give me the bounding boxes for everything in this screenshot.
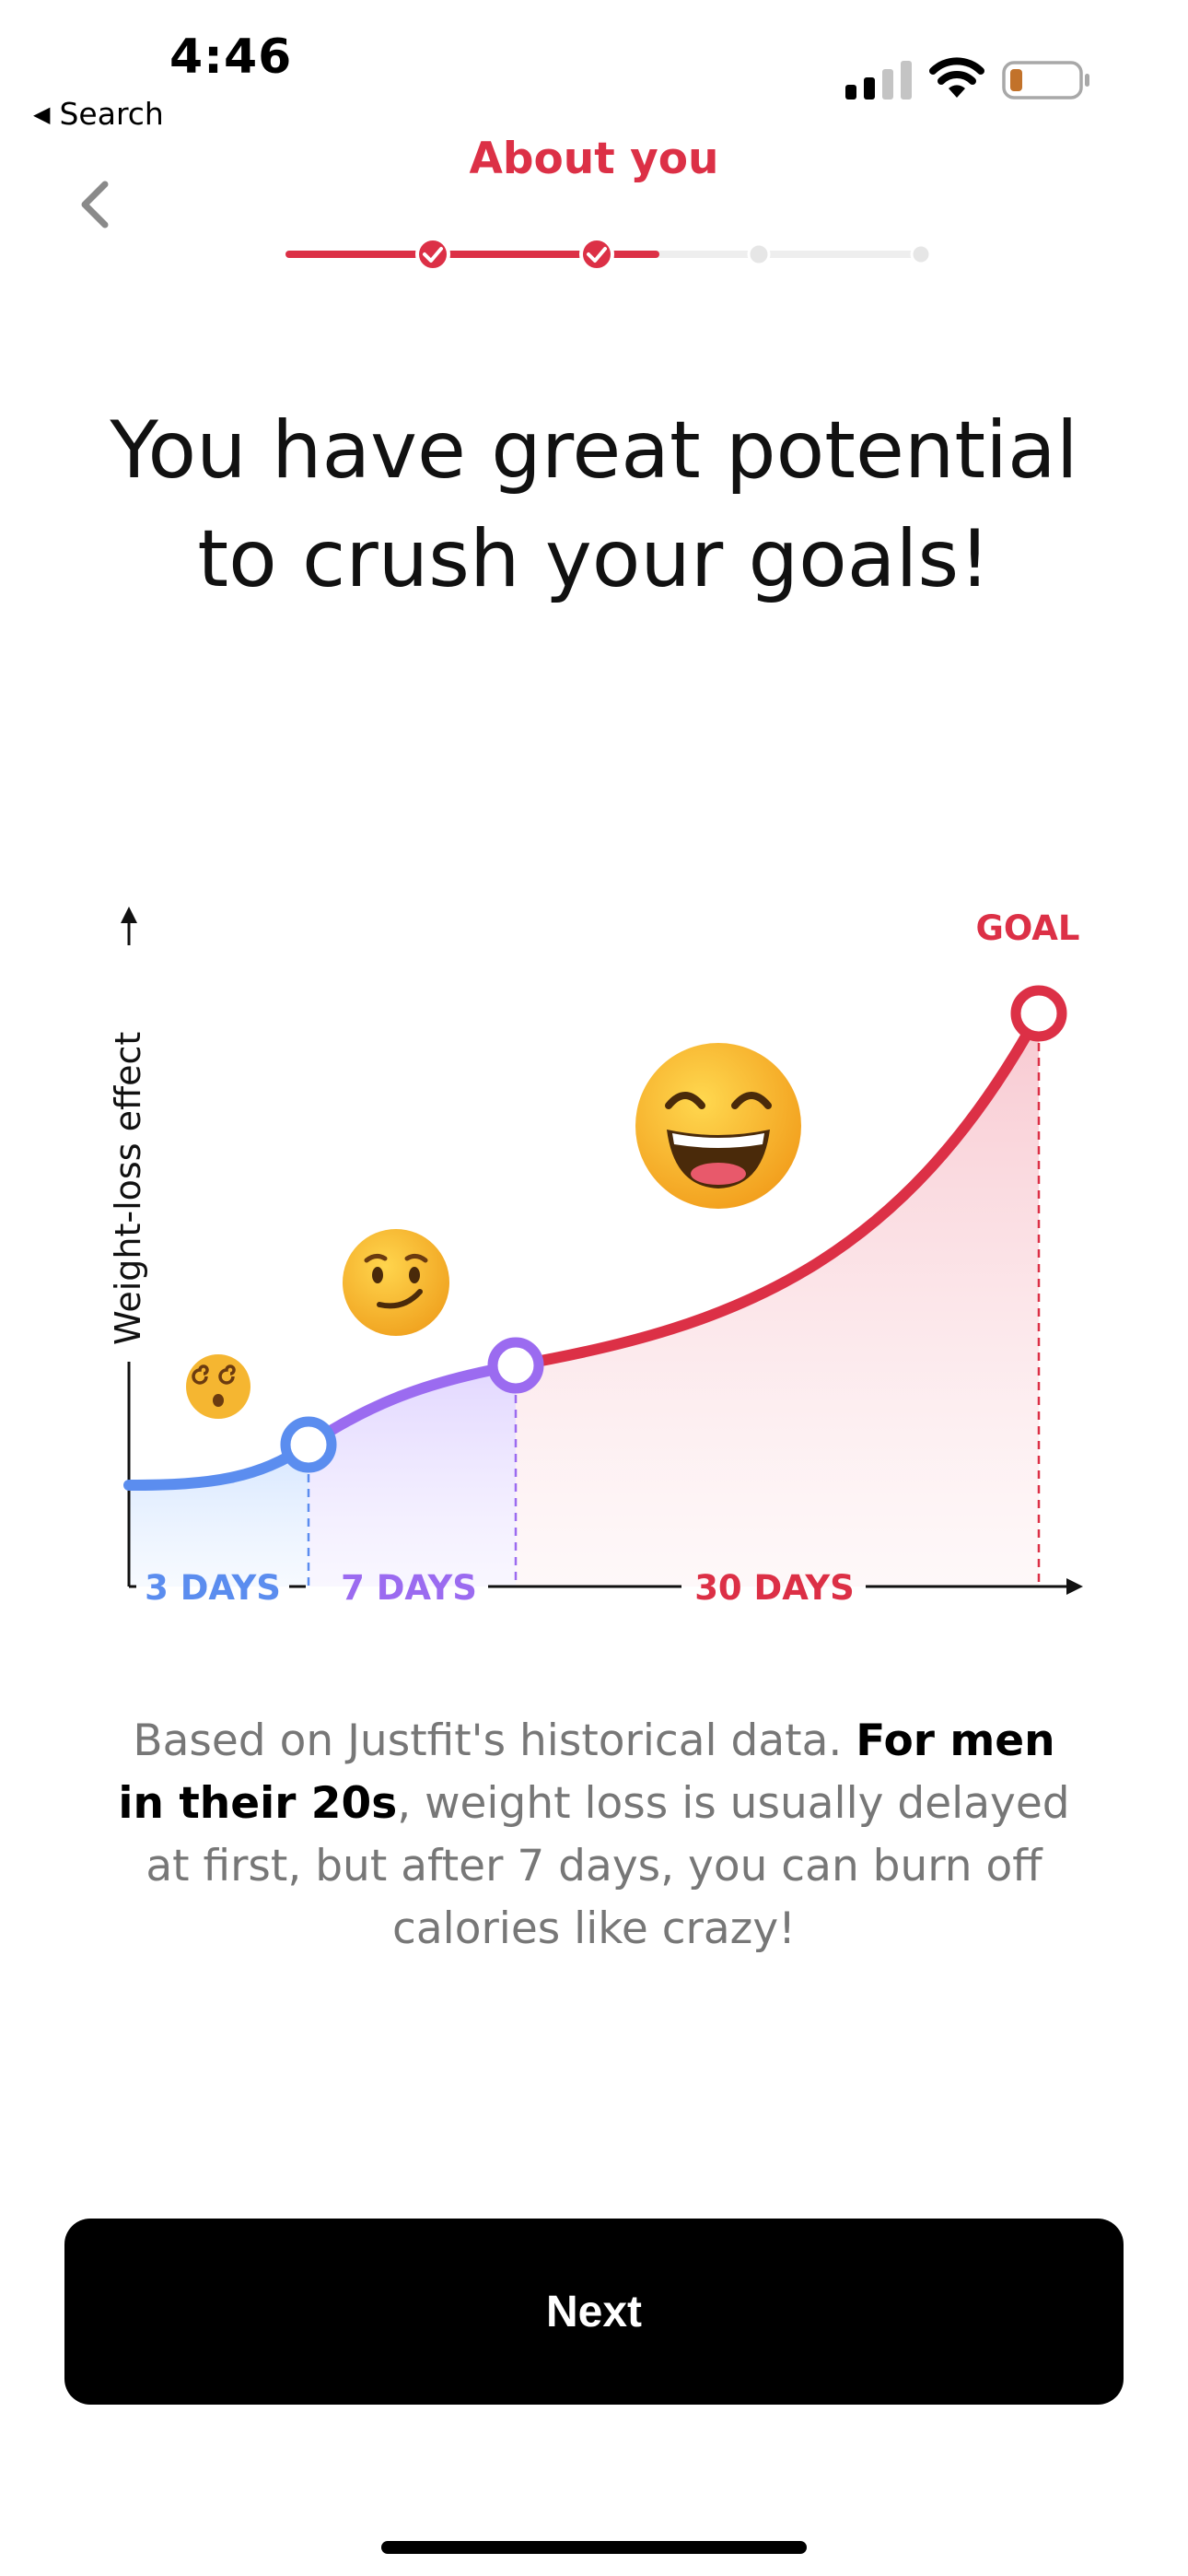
area-7-days	[309, 1365, 516, 1587]
return-to-search-link[interactable]: ◀ Search	[33, 96, 164, 132]
segment-label-7-days: 7 DAYS	[341, 1568, 477, 1608]
weight-loss-chart: Weight-loss effect 3 DAYS 7 DAYS 30 DAYS…	[92, 894, 1105, 1631]
next-button-label: Next	[545, 2287, 643, 2336]
cellular-signal-icon	[845, 61, 912, 100]
explanation-part-1: Based on Justfit's historical data.	[133, 1715, 856, 1766]
curve-30-days	[510, 1008, 1044, 1371]
segment-label-30-days: 30 DAYS	[694, 1568, 855, 1608]
return-label: Search	[59, 96, 164, 132]
step-complete-check-icon	[415, 237, 450, 272]
explanation-text: Based on Justfit's historical data. For …	[111, 1710, 1077, 1961]
goal-label: GOAL	[975, 908, 1079, 948]
progress-stepper	[285, 237, 930, 272]
page-title: About you	[469, 134, 719, 184]
next-button[interactable]: Next	[64, 2219, 1124, 2405]
segment-label-3-days: 3 DAYS	[145, 1568, 281, 1608]
headline-line-1: You have great potential	[110, 404, 1078, 497]
back-triangle-icon: ◀	[33, 100, 51, 127]
area-3-days	[129, 1445, 309, 1587]
headline: You have great potential to crush your g…	[55, 396, 1133, 614]
chart-canvas: Weight-loss effect 3 DAYS 7 DAYS 30 DAYS…	[108, 907, 1083, 1608]
step-pending-dot	[910, 243, 930, 265]
status-time: 4:46	[169, 29, 293, 85]
dizzy-face-icon	[186, 1354, 250, 1419]
home-indicator[interactable]	[381, 2541, 807, 2554]
x-axis-arrow-icon	[1066, 1578, 1083, 1595]
y-axis-label: Weight-loss effect	[108, 1032, 148, 1345]
area-30-days	[516, 1013, 1039, 1587]
step-pending-dot	[747, 242, 771, 266]
explanation-bold: For men in their 20s	[118, 1715, 1055, 1829]
node-7-days	[487, 1337, 544, 1394]
step-complete-check-icon	[579, 237, 614, 272]
back-button[interactable]	[70, 175, 122, 234]
grinning-squinting-face-icon	[635, 1043, 801, 1209]
headline-line-2: to crush your goals!	[197, 513, 991, 605]
node-3-days	[280, 1416, 337, 1473]
y-axis-arrow-icon	[121, 907, 137, 923]
wifi-icon	[929, 57, 984, 98]
smirking-face-icon	[343, 1229, 449, 1336]
explanation-part-2: , weight loss is usually delayed at firs…	[146, 1778, 1070, 1954]
node-goal	[1010, 985, 1067, 1042]
battery-low-icon	[1002, 61, 1089, 100]
